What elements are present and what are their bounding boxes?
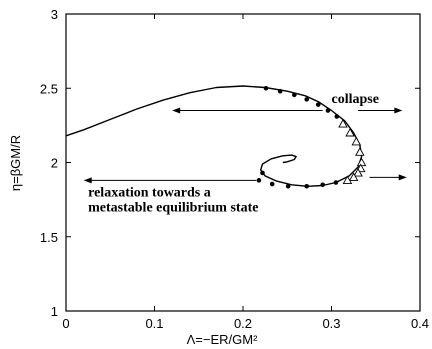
plot-frame — [65, 13, 421, 312]
data-point-circle — [304, 183, 310, 189]
data-point-circle — [334, 114, 340, 119]
data-point-triangle — [356, 157, 367, 167]
data-point-circle — [256, 178, 262, 183]
x-tick-label: 0.4 — [411, 316, 429, 331]
data-point-circle — [277, 88, 283, 94]
data-point-circle — [292, 92, 297, 98]
x-axis-label: Λ=−ER/GM² — [187, 332, 258, 347]
data-point-triangle — [348, 172, 359, 182]
y-tick-label: 1.5 — [40, 230, 58, 245]
data-point-triangle — [353, 167, 363, 177]
data-point-circle — [260, 170, 265, 176]
arrow — [358, 107, 403, 114]
data-point-circle — [285, 183, 291, 189]
data-point-triangle — [351, 136, 362, 146]
y-tick-label: 1 — [51, 304, 58, 319]
arrow — [83, 177, 257, 184]
data-point-circle — [263, 85, 269, 91]
x-tick-label: 0 — [62, 316, 69, 331]
arrow-head — [172, 107, 181, 114]
x-tick-label: 0.1 — [145, 316, 163, 331]
data-point-circle — [304, 97, 310, 102]
data-point-circle — [269, 181, 275, 187]
data-point-circle — [333, 180, 339, 185]
data-point-circle — [315, 102, 321, 107]
y-tick-label: 2 — [51, 156, 58, 171]
series-line — [65, 85, 363, 188]
annotation-text: collapse — [332, 92, 379, 107]
data-point-triangle — [355, 147, 365, 156]
data-point-circle — [320, 182, 325, 188]
data-point-circle — [325, 108, 331, 113]
arrow — [172, 107, 323, 114]
data-point-triangle — [342, 175, 353, 184]
x-tick-label: 0.2 — [234, 316, 252, 331]
y-tick-label: 2.5 — [40, 81, 58, 96]
arrow-head — [398, 174, 407, 181]
data-point-triangle — [345, 127, 355, 137]
annotation-text: relaxation towards a — [88, 186, 211, 201]
y-tick-label: 3 — [51, 7, 58, 22]
data-point-triangle — [338, 118, 348, 128]
arrow-head — [83, 177, 92, 184]
arrow-head — [394, 107, 403, 114]
y-axis-label: η=βGM/R — [8, 135, 23, 191]
annotation-text: metastable equilibrium state — [88, 201, 258, 216]
arrow — [369, 174, 407, 181]
x-tick-label: 0.3 — [322, 316, 340, 331]
